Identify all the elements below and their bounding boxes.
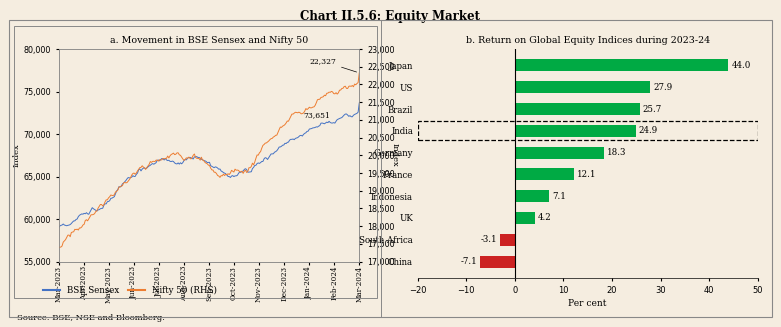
Bar bbox=[515, 168, 573, 181]
Bar bbox=[515, 60, 729, 71]
Text: Chart II.5.6: Equity Market: Chart II.5.6: Equity Market bbox=[301, 10, 480, 23]
Text: -7.1: -7.1 bbox=[461, 257, 477, 266]
Title: b. Return on Global Equity Indices during 2023-24: b. Return on Global Equity Indices durin… bbox=[465, 37, 710, 45]
Bar bbox=[515, 190, 549, 202]
X-axis label: Per cent: Per cent bbox=[569, 299, 607, 308]
Text: 27.9: 27.9 bbox=[653, 83, 672, 92]
Legend: BSE Sensex, Nifty 50 (RHS): BSE Sensex, Nifty 50 (RHS) bbox=[40, 282, 220, 298]
Bar bbox=[480, 256, 515, 267]
Title: a. Movement in BSE Sensex and Nifty 50: a. Movement in BSE Sensex and Nifty 50 bbox=[110, 37, 308, 45]
Text: -3.1: -3.1 bbox=[480, 235, 497, 244]
Text: 73,651: 73,651 bbox=[304, 111, 330, 119]
Bar bbox=[515, 103, 640, 115]
Text: 7.1: 7.1 bbox=[552, 192, 566, 201]
Text: 12.1: 12.1 bbox=[576, 170, 596, 179]
Text: 24.9: 24.9 bbox=[639, 126, 658, 135]
Text: 44.0: 44.0 bbox=[731, 61, 751, 70]
Bar bbox=[500, 234, 515, 246]
Text: 22,327: 22,327 bbox=[309, 57, 357, 72]
Bar bbox=[515, 81, 651, 93]
Bar bbox=[515, 125, 636, 137]
Y-axis label: Index: Index bbox=[390, 144, 399, 167]
Bar bbox=[515, 146, 604, 159]
Text: Source: BSE, NSE and Bloomberg.: Source: BSE, NSE and Bloomberg. bbox=[17, 314, 165, 322]
Text: 18.3: 18.3 bbox=[607, 148, 626, 157]
Text: 4.2: 4.2 bbox=[538, 214, 552, 222]
Text: 25.7: 25.7 bbox=[643, 105, 662, 113]
Bar bbox=[515, 212, 535, 224]
Y-axis label: Index: Index bbox=[12, 144, 20, 167]
